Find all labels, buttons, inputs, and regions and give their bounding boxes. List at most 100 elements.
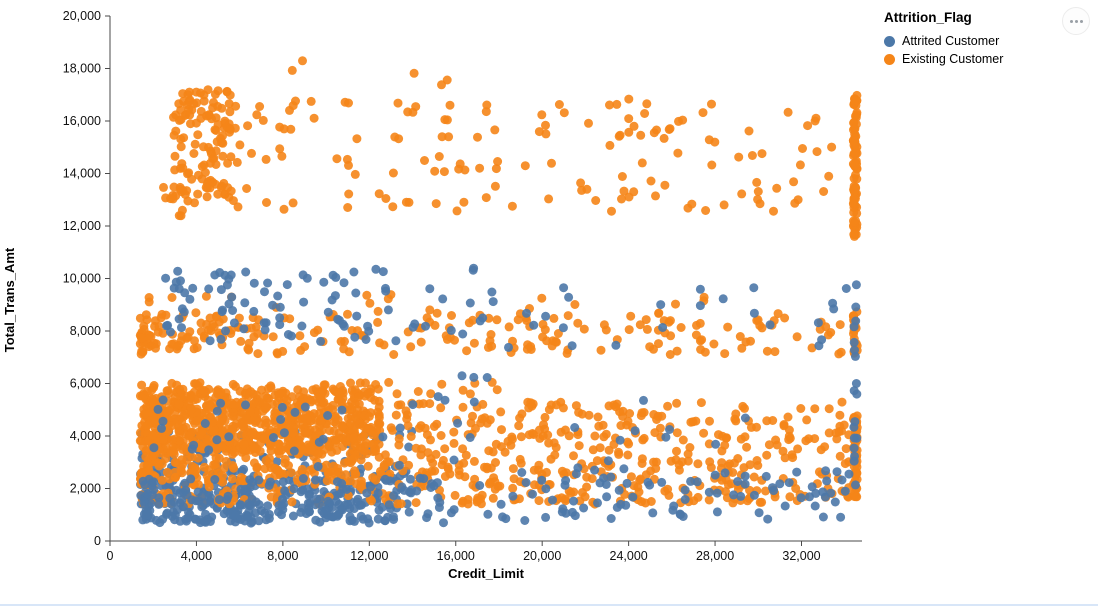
data-point xyxy=(339,321,349,331)
legend-item-attrited[interactable]: Attrited Customer xyxy=(884,34,1003,48)
data-point xyxy=(648,508,658,518)
data-point xyxy=(729,490,739,500)
data-point xyxy=(404,442,414,452)
data-point xyxy=(202,192,212,202)
data-point xyxy=(175,385,185,394)
data-point xyxy=(224,299,234,309)
data-point xyxy=(599,432,609,442)
data-point xyxy=(367,496,376,506)
data-point xyxy=(850,345,859,355)
data-point xyxy=(849,174,859,183)
data-point xyxy=(477,490,487,500)
data-point xyxy=(313,462,323,471)
data-point xyxy=(571,469,581,479)
data-point xyxy=(788,453,798,463)
data-point xyxy=(178,89,188,99)
data-point xyxy=(363,423,373,433)
data-point xyxy=(255,102,265,111)
data-point xyxy=(754,508,764,518)
data-point xyxy=(239,464,249,474)
data-point xyxy=(409,68,419,78)
data-point xyxy=(765,320,775,330)
data-point xyxy=(576,178,586,188)
data-point xyxy=(744,126,754,136)
data-point xyxy=(350,466,359,476)
data-point xyxy=(158,434,168,444)
data-point xyxy=(192,416,202,426)
data-point xyxy=(281,490,291,500)
data-point xyxy=(350,440,360,450)
data-point xyxy=(157,475,167,485)
data-point xyxy=(612,99,622,109)
data-point xyxy=(295,331,305,341)
data-point xyxy=(192,343,202,353)
data-point xyxy=(388,168,398,178)
data-point xyxy=(486,463,496,473)
data-point xyxy=(835,320,845,330)
data-point xyxy=(366,482,376,492)
data-point xyxy=(544,438,554,448)
data-point xyxy=(437,80,446,90)
data-point xyxy=(239,324,249,334)
data-point xyxy=(672,398,682,408)
data-point xyxy=(199,517,209,527)
more-options-button[interactable] xyxy=(1062,7,1090,35)
data-point xyxy=(813,318,823,328)
data-point xyxy=(491,439,501,449)
data-point xyxy=(562,348,572,358)
data-point xyxy=(218,151,228,161)
data-point xyxy=(440,472,450,481)
data-point xyxy=(374,189,384,199)
data-point xyxy=(606,472,616,482)
data-point xyxy=(343,500,353,510)
data-point xyxy=(336,489,345,499)
data-point xyxy=(200,419,210,428)
data-point xyxy=(226,398,236,408)
data-point xyxy=(141,310,151,320)
data-point xyxy=(276,415,286,424)
data-point xyxy=(835,410,845,420)
data-point xyxy=(286,124,296,134)
y-tick-label: 20,000 xyxy=(63,9,101,23)
data-point xyxy=(421,321,430,331)
data-point xyxy=(219,463,229,473)
data-point xyxy=(538,332,548,342)
data-point xyxy=(252,110,262,120)
data-point xyxy=(432,308,442,318)
data-point xyxy=(443,462,453,472)
data-point xyxy=(466,418,476,428)
data-point xyxy=(439,167,449,177)
data-point xyxy=(450,335,459,345)
data-point xyxy=(344,98,353,108)
data-point xyxy=(656,300,666,310)
data-point xyxy=(331,272,341,282)
data-point xyxy=(187,444,197,454)
data-point xyxy=(331,413,340,423)
data-point xyxy=(419,474,429,484)
data-point xyxy=(513,315,523,325)
data-point xyxy=(818,512,828,522)
data-point xyxy=(423,448,433,458)
data-point xyxy=(260,433,270,443)
data-point xyxy=(165,405,175,415)
data-point xyxy=(468,265,478,275)
data-point xyxy=(605,140,615,150)
data-point xyxy=(207,417,217,427)
data-point xyxy=(216,334,226,344)
data-point xyxy=(769,206,778,216)
data-point xyxy=(852,492,862,502)
data-point xyxy=(227,474,237,484)
data-point xyxy=(346,458,356,468)
data-point xyxy=(379,340,389,350)
legend-item-existing[interactable]: Existing Customer xyxy=(884,52,1003,66)
data-point xyxy=(660,486,670,496)
data-point xyxy=(827,142,837,152)
data-point xyxy=(213,389,223,399)
data-point xyxy=(153,327,163,337)
data-point xyxy=(406,432,416,441)
data-point xyxy=(355,482,365,492)
data-point xyxy=(283,436,293,446)
data-point xyxy=(449,455,459,465)
data-point xyxy=(770,347,780,357)
data-point xyxy=(176,105,186,115)
